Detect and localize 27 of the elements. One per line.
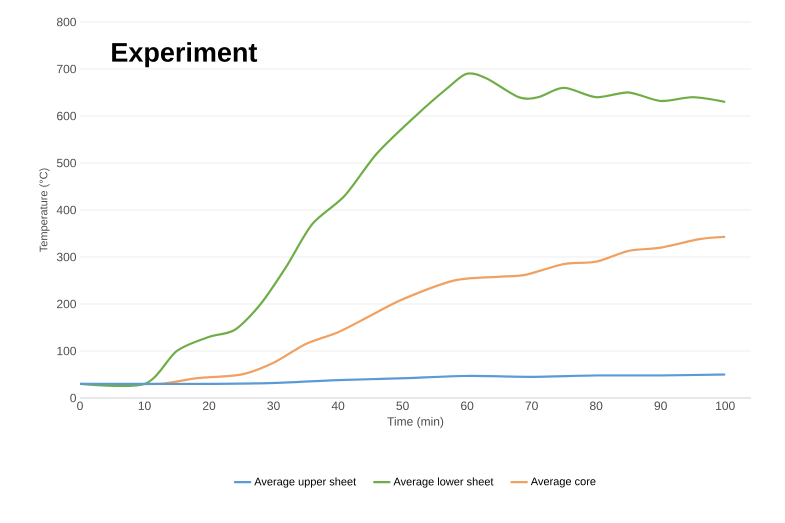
y-tick-label: 0 [70,394,76,402]
legend-label: Average upper sheet [254,477,356,488]
line-series [80,373,726,386]
y-tick-label: 200 [57,300,76,308]
x-tick-label: 30 [267,402,280,410]
x-tick-label: 100 [716,402,735,410]
text: Experiment [112,42,258,68]
x-tick-label: 10 [138,402,151,410]
x-tick-label: 40 [332,402,344,410]
legend-label: Average core [530,478,596,488]
x-tick-label: 20 [202,402,216,410]
x-tick-label: 0 [77,402,83,410]
y-tick-label: 100 [57,346,76,356]
y-tick-label: 800 [56,18,76,26]
x-tick-label: 90 [654,402,667,410]
legend-label: Average lower sheet [393,477,494,488]
y-axis-title: Temperature (°C) [39,168,50,252]
y-tick-label: 500 [56,158,76,168]
x-tick-label: 50 [396,402,409,410]
y-tick-label: 300 [56,252,76,262]
x-tick-label: 70 [526,402,538,410]
y-tick-label: 400 [56,206,76,214]
y-tick-label: 700 [57,64,76,74]
x-axis-title: Time (min) [387,416,444,428]
y-tick-label: 600 [57,112,76,120]
x-tick-label: 80 [590,402,602,410]
x-tick-label: 60 [461,402,474,410]
